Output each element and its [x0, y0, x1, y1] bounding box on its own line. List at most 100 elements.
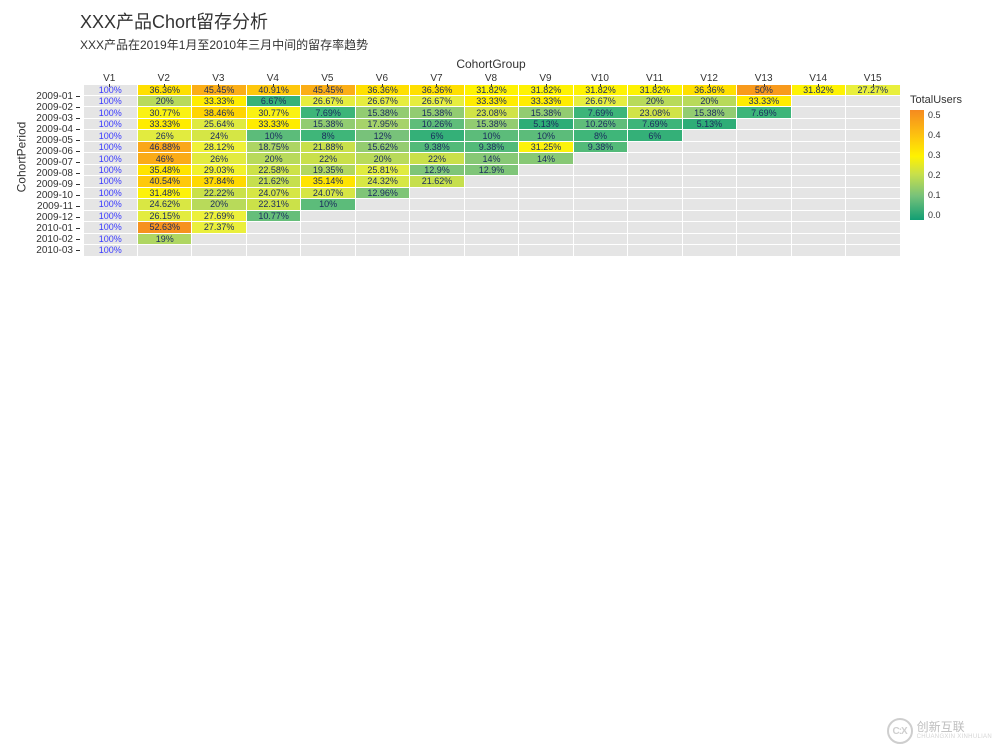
heatmap-cell: 10.26%: [410, 119, 463, 129]
legend-tick: 0.3: [928, 150, 941, 160]
heatmap-cell: [792, 222, 845, 232]
heatmap-cell: [737, 199, 790, 209]
heatmap-cell: 26.15%: [138, 211, 191, 221]
y-label: 2009-05: [30, 135, 82, 146]
heatmap-cell: 33.33%: [247, 119, 300, 129]
heatmap-cell: [792, 96, 845, 106]
heatmap-cell: 12.9%: [465, 165, 518, 175]
heatmap-cell: 15.38%: [301, 119, 354, 129]
x-axis-title: CohortGroup: [82, 57, 900, 71]
heatmap-cell: [465, 188, 518, 198]
heatmap-cell: [628, 153, 681, 163]
heatmap-cell: 20%: [628, 96, 681, 106]
heatmap-cell: [792, 176, 845, 186]
heatmap-row: 100%24.62%20%22.31%10%: [83, 199, 900, 210]
heatmap-cell: [574, 199, 627, 209]
chart-subtitle: XXX产品在2019年1月至2010年三月中间的留存率趋势: [80, 36, 988, 53]
y-label: 2009-01: [30, 91, 82, 102]
heatmap-cell: 15.62%: [356, 142, 409, 152]
heatmap-cell: [356, 222, 409, 232]
heatmap-cell: 33.33%: [138, 119, 191, 129]
heatmap-cell: 21.88%: [301, 142, 354, 152]
heatmap-cell: [737, 165, 790, 175]
heatmap-cell: 23.08%: [465, 107, 518, 117]
heatmap-cell: [410, 199, 463, 209]
heatmap-cell: 17.95%: [356, 119, 409, 129]
heatmap-row: 100%19%: [83, 233, 900, 244]
heatmap-cell: 7.69%: [301, 107, 354, 117]
heatmap-cell: [792, 142, 845, 152]
heatmap-cell: [683, 165, 736, 175]
heatmap-cell: 19%: [138, 234, 191, 244]
heatmap-cell: [301, 211, 354, 221]
heatmap-cell: 38.46%: [192, 107, 245, 117]
heatmap-cell: 100%: [84, 199, 137, 209]
heatmap-cell: 20%: [356, 153, 409, 163]
heatmap-cell: [519, 165, 572, 175]
heatmap-cell: [410, 188, 463, 198]
heatmap-cell: [410, 245, 463, 255]
heatmap-cell: [574, 211, 627, 221]
legend-tick: 0.1: [928, 190, 941, 200]
heatmap-cell: [574, 176, 627, 186]
heatmap-cell: 12%: [356, 130, 409, 140]
heatmap-cell: [846, 107, 899, 117]
heatmap-cell: 8%: [301, 130, 354, 140]
heatmap-cell: 26.67%: [410, 96, 463, 106]
heatmap-cell: 10.77%: [247, 211, 300, 221]
heatmap-cell: 10%: [301, 199, 354, 209]
heatmap-row: 100%46%26%20%22%20%22%14%14%: [83, 153, 900, 164]
x-label: V7: [409, 73, 464, 84]
heatmap-cell: [846, 176, 899, 186]
heatmap-cell: 8%: [574, 130, 627, 140]
heatmap-cell: 100%: [84, 153, 137, 163]
heatmap-cell: 5.13%: [683, 119, 736, 129]
x-label: V14: [791, 73, 846, 84]
heatmap-cell: 5.13%: [519, 119, 572, 129]
heatmap-cell: [846, 188, 899, 198]
heatmap-cell: 15.38%: [465, 119, 518, 129]
heatmap-cell: 22.58%: [247, 165, 300, 175]
heatmap-cell: [846, 130, 899, 140]
heatmap-cell: 29.03%: [192, 165, 245, 175]
heatmap-cell: 20%: [683, 96, 736, 106]
heatmap-cell: [792, 199, 845, 209]
heatmap-cell: 100%: [84, 96, 137, 106]
heatmap-cell: [792, 130, 845, 140]
heatmap-cell: [683, 153, 736, 163]
heatmap-cell: 33.33%: [192, 96, 245, 106]
heatmap-cell: [465, 222, 518, 232]
watermark-icon: C:X: [887, 718, 913, 744]
heatmap-cell: [737, 234, 790, 244]
heatmap-row: 100%52.63%27.37%: [83, 222, 900, 233]
heatmap-cell: [574, 188, 627, 198]
heatmap-cell: 31.48%: [138, 188, 191, 198]
chart-title: XXX产品Chort留存分析: [80, 8, 988, 34]
y-label: 2009-06: [30, 146, 82, 157]
heatmap-cell: 20%: [192, 199, 245, 209]
heatmap-cell: 26%: [138, 130, 191, 140]
x-axis-labels: V1V2V3V4V5V6V7V8V9V10V11V12V13V14V15: [82, 73, 900, 84]
heatmap-cell: 9.38%: [574, 142, 627, 152]
heatmap-cell: [628, 211, 681, 221]
heatmap-cell: [301, 222, 354, 232]
heatmap-cell: 30.77%: [247, 107, 300, 117]
heatmap-row: 100%30.77%38.46%30.77%7.69%15.38%15.38%2…: [83, 107, 900, 118]
x-label: V8: [464, 73, 519, 84]
heatmap-cell: [192, 245, 245, 255]
y-label: 2009-08: [30, 168, 82, 179]
heatmap-cell: [410, 222, 463, 232]
heatmap-cell: [683, 142, 736, 152]
heatmap-cell: 27.69%: [192, 211, 245, 221]
heatmap-cell: [792, 165, 845, 175]
x-label: V15: [845, 73, 900, 84]
x-label: V12: [682, 73, 737, 84]
y-axis-labels: 2009-012009-022009-032009-042009-052009-…: [30, 91, 82, 256]
heatmap-cell: 22%: [410, 153, 463, 163]
heatmap-cell: [301, 245, 354, 255]
heatmap-cell: 100%: [84, 119, 137, 129]
heatmap-cell: [846, 222, 899, 232]
heatmap-cell: 15.38%: [683, 107, 736, 117]
heatmap-cell: 24.32%: [356, 176, 409, 186]
x-label: V5: [300, 73, 355, 84]
